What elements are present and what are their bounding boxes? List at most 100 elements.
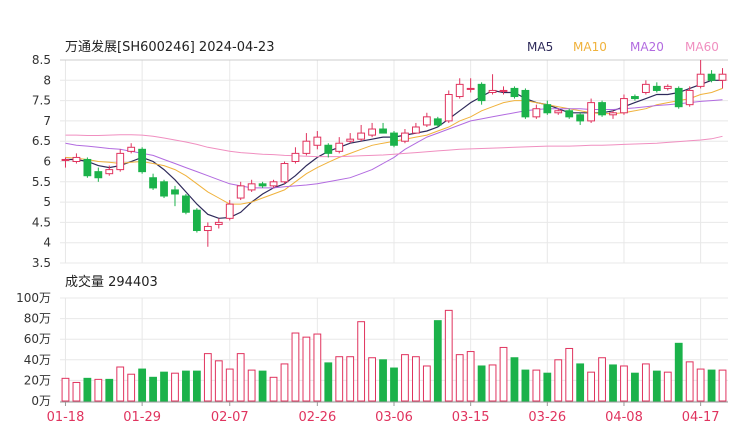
volume-bar [707,369,716,402]
candle-body [335,142,344,152]
candle [718,68,727,89]
legend-ma5: MA5 [527,40,553,54]
volume-bar [412,356,420,402]
candle [269,179,278,188]
volume-label: 成交量 294403 [65,274,158,290]
candle-body [598,102,606,116]
volume-bar [302,336,311,402]
volume-bar [576,363,585,402]
volume-tick-label: 100万 [16,291,51,305]
candle [565,108,574,119]
candle [346,133,355,144]
candle [236,181,245,201]
volume-bar [225,368,234,402]
volume-bar [105,378,114,402]
candle-body [510,87,519,98]
volume-bar [663,371,672,402]
volume-bar [652,370,661,402]
candle [83,157,92,178]
candle [707,70,716,83]
volume-bar [357,321,366,402]
candle-body [313,136,322,146]
x-axis: 01-18 01-29 02-07 02-26 03-06 03-15 03-26 04-08… [47,401,728,425]
candle [620,94,628,115]
candle-body [236,185,245,199]
candle-body [685,89,694,106]
candle-body [280,163,289,183]
x-tick-label: 03-26 [528,410,566,425]
x-tick-label: 03-15 [452,410,490,425]
candle-body [127,146,136,152]
volume-tick-label: 40万 [24,353,51,367]
volume-bar [620,365,628,402]
volume-bar [466,351,475,402]
candle [554,108,563,115]
candle [127,143,136,154]
x-tick-label: 01-18 [47,410,85,425]
candle [598,100,606,117]
candle-body [674,87,683,108]
candle [247,179,256,192]
candle [488,74,497,95]
candle-body [587,102,596,122]
volume-bar [138,368,147,402]
volume-bar [171,372,179,402]
candle-body [302,140,311,154]
volume-bar [379,359,387,402]
candle-body [521,89,530,118]
candle [72,153,81,164]
candle [379,122,387,134]
volume-bar [203,353,212,402]
candle [335,137,344,154]
volume-bars [61,309,727,402]
candle-body [247,183,256,191]
candle [192,208,201,233]
candle [94,167,103,182]
candle-body [576,114,585,122]
candle [652,82,661,93]
volume-bar [543,372,552,402]
candle-body [488,89,497,93]
candle-body [663,85,672,89]
candle-body [324,144,333,154]
candle [444,90,453,123]
candle [149,173,157,190]
volume-bar [127,373,136,402]
candle-body [105,169,114,175]
candle-body [357,132,366,140]
volume-bar [390,367,398,402]
candle-body [631,96,639,100]
candle [116,149,125,172]
volume-bar [674,342,683,402]
candle-body [116,152,125,171]
candle-body [433,118,442,126]
candle-body [149,177,157,189]
volume-bar [609,364,617,402]
candle [302,133,311,156]
volume-bar [236,353,245,402]
volume-bar [83,377,92,402]
volume-tick-label: 20万 [24,373,51,387]
candle [576,112,585,125]
candle [138,147,147,174]
candle [433,116,442,127]
candle [674,86,683,109]
candlesticks [61,60,727,247]
candle [466,78,475,93]
candle-body [214,221,223,225]
volume-tick-label: 60万 [24,332,51,346]
candle-body [379,128,387,134]
legend-ma10: MA10 [573,40,607,54]
candle-body [61,158,70,161]
price-tick-label: 7 [43,114,51,128]
x-tick-label: 01-29 [123,410,161,425]
candle [685,86,694,107]
candle [368,122,376,138]
candle-body [609,112,617,116]
volume-bar [641,363,650,402]
candle [532,104,541,119]
candle-body [499,89,508,92]
volume-bar [313,333,322,402]
candle [477,82,486,105]
